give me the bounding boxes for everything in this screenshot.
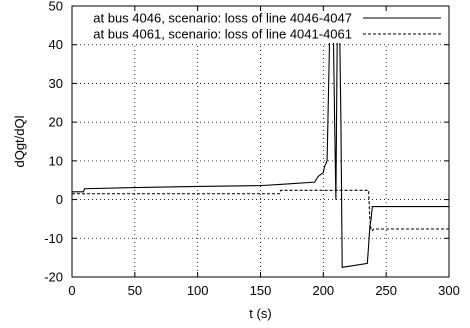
y-tick-label: 0 (56, 192, 63, 207)
legend-background (86, 9, 446, 43)
y-tick-label: 50 (49, 0, 63, 14)
x-tick-label: 50 (128, 283, 142, 298)
x-tick-label: 250 (375, 283, 397, 298)
x-tick-label: 100 (187, 283, 209, 298)
y-tick-label: 10 (49, 153, 63, 168)
plot-frame (71, 5, 450, 278)
legend-label-1: at bus 4046, scenario: loss of line 4046… (93, 11, 352, 26)
y-axis-label: dQgt/dQl (12, 115, 27, 167)
y-tick-label: -10 (44, 231, 63, 246)
y-tick-label: 30 (49, 76, 63, 91)
y-tick-label: 20 (49, 115, 63, 130)
x-tick-label: 300 (438, 283, 460, 298)
grid (72, 6, 449, 277)
x-tick-label: 0 (68, 283, 75, 298)
x-axis-label: t (s) (249, 306, 271, 321)
legend: at bus 4046, scenario: loss of line 4046… (86, 9, 446, 43)
x-tick-label: 200 (312, 283, 334, 298)
axes (71, 5, 450, 278)
legend-label-2: at bus 4061, scenario: loss of line 4041… (93, 27, 352, 42)
x-tick-label: 150 (250, 283, 272, 298)
tick-labels: 0 50 100 150 200 250 300 -20 -10 0 10 20 30 40 50 (44, 0, 460, 298)
series-line-2 (72, 189, 449, 232)
y-tick-label: -20 (44, 270, 63, 285)
y-tick-label: 40 (49, 37, 63, 52)
